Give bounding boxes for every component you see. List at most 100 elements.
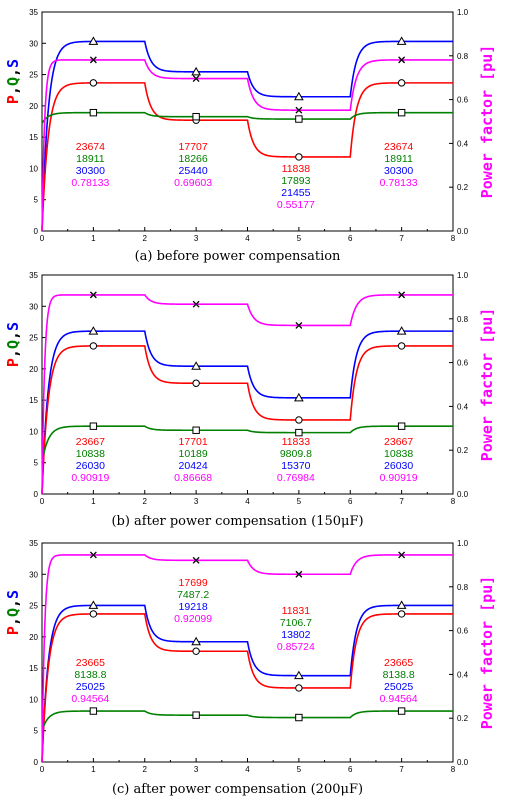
data-annotation-S: 21455 xyxy=(281,187,310,199)
y-left-axis-label-part: , xyxy=(4,349,22,358)
data-point-S xyxy=(88,326,99,335)
data-point-Q xyxy=(397,108,406,117)
y-right-tick-label: 0.4 xyxy=(457,670,469,679)
y-left-tick-label: 25 xyxy=(29,334,38,343)
data-annotation-S: 30300 xyxy=(76,165,105,177)
data-point-PF xyxy=(398,551,406,559)
data-annotation-PF: 0.78133 xyxy=(71,177,109,189)
y-left-tick-label: 35 xyxy=(29,271,38,280)
x-tick-label: 2 xyxy=(143,765,148,774)
x-tick-label: 8 xyxy=(451,765,456,774)
data-point-Q xyxy=(89,108,98,117)
data-annotation-Q: 18911 xyxy=(384,153,413,165)
y-left-axis-label-part: Q xyxy=(4,340,22,349)
y-right-tick-label: 0.4 xyxy=(457,139,469,148)
x-tick-label: 8 xyxy=(451,497,456,506)
y-left-axis-label-part: , xyxy=(4,617,22,626)
data-annotation-P: 23665 xyxy=(384,657,413,669)
x-tick-label: 0 xyxy=(40,765,45,774)
data-annotation-Q: 10838 xyxy=(384,448,413,460)
y-left-tick-label: 30 xyxy=(29,39,38,48)
x-tick-label: 3 xyxy=(194,765,199,774)
data-annotation-S: 25440 xyxy=(179,165,208,177)
data-annotation-P: 23665 xyxy=(76,657,105,669)
y-right-tick-label: 0.4 xyxy=(457,402,469,411)
data-point-S xyxy=(294,392,304,402)
y-left-axis-label-part: S xyxy=(4,59,22,68)
series-line-S xyxy=(41,330,453,495)
data-point-Q xyxy=(192,113,200,121)
data-annotation-PF: 0.86668 xyxy=(174,472,212,484)
data-annotation-Q: 10838 xyxy=(76,448,105,460)
data-point-Q xyxy=(295,115,303,123)
data-annotation-P: 11838 xyxy=(282,163,311,175)
y-right-tick-label: 1.0 xyxy=(457,8,469,17)
x-tick-label: 6 xyxy=(348,497,353,506)
data-point-S xyxy=(396,36,407,45)
y-left-tick-label: 20 xyxy=(29,633,38,642)
data-annotation-P: 11833 xyxy=(282,436,311,448)
data-annotation-PF: 0.69603 xyxy=(174,177,212,189)
y-left-tick-label: 5 xyxy=(34,459,39,468)
series-line-PF xyxy=(41,59,453,232)
data-annotation-Q: 7106.7 xyxy=(280,617,312,629)
data-annotation-Q: 9809.8 xyxy=(280,448,312,460)
x-tick-label: 6 xyxy=(348,765,353,774)
data-point-Q xyxy=(89,707,98,715)
y-right-tick-label: 0.0 xyxy=(457,490,469,499)
data-annotation-S: 25025 xyxy=(384,681,413,693)
x-tick-label: 1 xyxy=(91,234,96,243)
data-point-S xyxy=(396,600,407,609)
series-line-P xyxy=(41,82,453,232)
y-left-tick-label: 20 xyxy=(29,102,38,111)
y-left-axis-label-part: Q xyxy=(4,608,22,617)
y-right-tick-label: 0.8 xyxy=(457,52,469,61)
data-point-P xyxy=(89,79,98,87)
x-tick-label: 1 xyxy=(91,765,96,774)
data-point-P xyxy=(295,416,303,424)
y-left-axis-label-part: P xyxy=(4,95,22,104)
series-line-P xyxy=(41,345,453,495)
x-tick-label: 5 xyxy=(297,234,302,243)
data-point-S xyxy=(294,91,304,101)
y-left-tick-label: 20 xyxy=(29,365,38,374)
y-left-tick-label: 5 xyxy=(34,727,39,736)
series-line-S xyxy=(41,604,453,763)
y-right-tick-label: 0.2 xyxy=(457,714,469,723)
data-annotation-PF: 0.76984 xyxy=(277,472,315,484)
y-left-tick-label: 15 xyxy=(29,133,38,142)
data-point-Q xyxy=(192,711,200,719)
data-annotation-PF: 0.55177 xyxy=(277,199,315,211)
data-annotation-PF: 0.90919 xyxy=(380,472,418,484)
data-annotation-P: 11831 xyxy=(282,605,311,617)
data-point-Q xyxy=(397,422,406,430)
data-annotation-S: 15370 xyxy=(281,460,310,472)
y-left-axis-label-part: , xyxy=(4,86,22,95)
data-point-P xyxy=(192,379,200,387)
y-right-tick-label: 0.2 xyxy=(457,446,469,455)
data-annotation-S: 26030 xyxy=(384,460,413,472)
data-point-PF xyxy=(295,570,303,578)
data-annotation-S: 26030 xyxy=(76,460,105,472)
data-point-S xyxy=(396,326,407,335)
data-point-P xyxy=(397,342,406,350)
data-annotation-P: 17701 xyxy=(179,436,208,448)
data-annotation-S: 25025 xyxy=(76,681,105,693)
y-left-axis-label-part: S xyxy=(4,590,22,599)
data-annotation-P: 23667 xyxy=(384,436,413,448)
x-tick-label: 7 xyxy=(399,497,404,506)
data-point-Q xyxy=(397,707,406,715)
y-left-axis-label: P,Q,S xyxy=(4,322,22,367)
data-point-P xyxy=(295,684,303,692)
chart-panel-a: 0 1 2 3 4 5 6 7 8 0 5 10 15 20 25 30 35 0.0 0.2 0.4 0.6 0.8 1.… xyxy=(4,8,496,264)
x-tick-label: 3 xyxy=(194,234,199,243)
data-annotation-Q: 17893 xyxy=(281,175,310,187)
data-annotation-PF: 0.85724 xyxy=(277,641,315,653)
y-right-tick-label: 0.6 xyxy=(457,96,469,105)
data-annotation-Q: 8138.8 xyxy=(74,669,106,681)
y-right-tick-label: 0.0 xyxy=(457,758,469,767)
data-annotation-P: 23674 xyxy=(384,141,413,153)
data-point-S xyxy=(88,36,99,45)
y-left-axis-label: P,Q,S xyxy=(4,59,22,104)
